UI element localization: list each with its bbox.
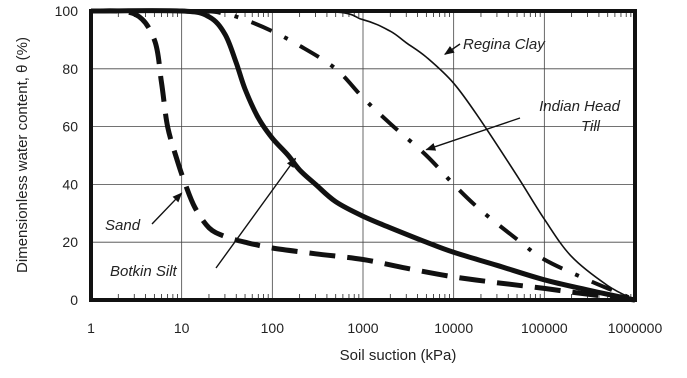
annotation-label: Botkin Silt	[110, 263, 178, 280]
annotation-label: Sand	[105, 217, 141, 234]
x-tick-label: 1	[87, 320, 95, 336]
x-axis-title: Soil suction (kPa)	[340, 347, 457, 364]
series-group	[90, 8, 636, 303]
annotation-label: Regina Clay	[463, 36, 546, 53]
x-tick-label: 1000	[347, 320, 378, 336]
series-line-regina-clay	[90, 9, 636, 301]
y-tick-label: 0	[70, 292, 78, 308]
x-tick-label: 1000000	[608, 320, 663, 336]
plot-frame	[89, 9, 637, 302]
x-tick-labels: 1 10 100 1000 10000 100000 1000000	[87, 320, 662, 336]
annotations: Regina Clay Indian Head Till Sand Botkin Sil…	[105, 36, 621, 280]
series-line-indian-head-till	[90, 8, 636, 302]
x-tick-label: 10000	[434, 320, 473, 336]
y-tick-label: 100	[55, 3, 79, 19]
annotation-sand: Sand	[105, 192, 183, 234]
x-minor-ticks	[117, 11, 632, 300]
annotation-botkin-silt: Botkin Silt	[110, 157, 297, 280]
y-tick-label: 80	[62, 61, 78, 77]
annotation-arrow	[215, 157, 297, 269]
annotation-indian-head: Indian Head Till	[425, 98, 621, 151]
grid	[90, 10, 636, 301]
series-line-botkin-silt	[90, 8, 636, 303]
y-tick-label: 20	[62, 234, 78, 250]
x-tick-label: 100	[261, 320, 285, 336]
annotation-arrow	[151, 192, 183, 225]
annotation-arrow	[444, 43, 461, 55]
annotation-arrow	[425, 117, 521, 151]
y-axis-title: Dimensionless water content, θ (%)	[14, 37, 31, 273]
y-tick-label: 40	[62, 176, 78, 192]
x-tick-label: 100000	[521, 320, 568, 336]
y-tick-label: 60	[62, 119, 78, 135]
x-tick-label: 10	[174, 320, 190, 336]
y-tick-labels: 0 20 40 60 80 100	[55, 3, 79, 308]
annotation-label: Indian Head Till	[539, 98, 621, 135]
series-line-sand	[90, 8, 636, 303]
annotation-regina-clay: Regina Clay	[444, 36, 546, 55]
